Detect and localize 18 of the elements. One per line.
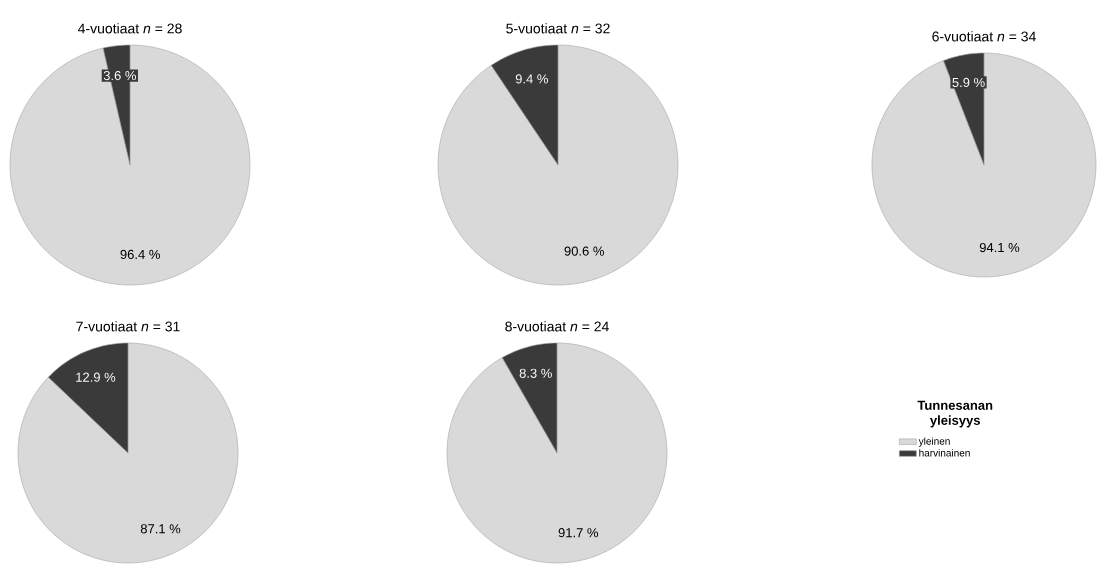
chart-title: 8-vuotiaat n = 24 — [505, 321, 609, 332]
chart-title: 6-vuotiaat n = 34 — [932, 31, 1036, 42]
data-label: 9.4 % — [515, 74, 548, 84]
data-label: 5.9 % — [952, 77, 985, 88]
data-label: 91.7 % — [558, 528, 599, 538]
chart-title: 4-vuotiaat n = 28 — [77, 23, 182, 34]
data-label: 8.3 % — [519, 368, 552, 378]
data-label: 94.1 % — [979, 242, 1020, 253]
legend-label: yleinen — [918, 437, 950, 447]
chart-title: 5-vuotiaat n = 32 — [506, 23, 610, 34]
data-label: 87.1 % — [140, 524, 181, 534]
legend-title: Tunnesanan yleisyys — [917, 400, 993, 428]
chart-title: 7-vuotiaat n = 31 — [76, 321, 180, 332]
data-label: 12.9 % — [76, 372, 116, 382]
data-label: 3.6 % — [103, 70, 137, 81]
data-label: 96.4 % — [120, 249, 160, 260]
data-label: 90.6 % — [564, 246, 604, 256]
legend-label: harvinainen — [919, 449, 970, 457]
